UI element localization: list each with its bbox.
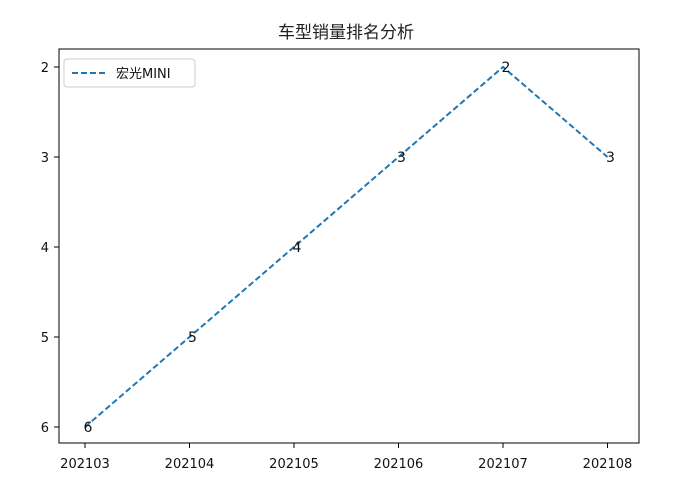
x-tick-label: 202107 [478, 457, 528, 472]
y-tick-label: 3 [41, 151, 49, 166]
data-label: 3 [397, 150, 406, 166]
y-tick-label: 6 [41, 421, 49, 436]
legend-label: 宏光MINI [116, 67, 171, 82]
data-label: 5 [188, 330, 197, 346]
x-tick-label: 202103 [60, 457, 110, 472]
x-tick-label: 202106 [374, 457, 424, 472]
data-label: 3 [606, 150, 615, 166]
chart-title: 车型销量排名分析 [278, 23, 414, 43]
data-label: 6 [84, 420, 93, 436]
plot-area [58, 48, 640, 444]
x-axis: 202103 202104 202105 202106 202107 202108 [60, 443, 632, 472]
y-tick-label: 2 [41, 61, 49, 76]
y-tick-label: 4 [41, 241, 49, 256]
y-tick-label: 5 [41, 331, 49, 346]
data-label: 2 [502, 60, 511, 76]
x-tick-label: 202108 [583, 457, 633, 472]
x-tick-label: 202105 [269, 457, 319, 472]
legend: 宏光MINI [63, 58, 196, 88]
y-axis: 2 3 4 5 6 [41, 61, 59, 436]
legend-box [63, 58, 196, 88]
data-label: 4 [293, 240, 302, 256]
data-labels: 6 5 4 3 2 3 [84, 60, 615, 436]
series-line-hongguang-mini [84, 65, 609, 428]
series-layer [84, 65, 609, 428]
x-tick-label: 202104 [165, 457, 215, 472]
